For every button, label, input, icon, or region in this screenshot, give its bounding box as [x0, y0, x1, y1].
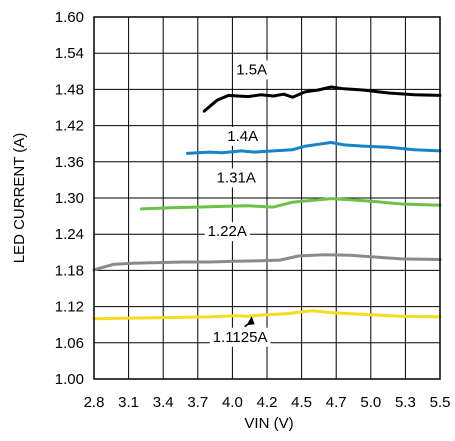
- annotation-1-5a: 1.5A: [236, 61, 267, 78]
- grid: [94, 17, 440, 379]
- series-line-1-5a: [202, 85, 442, 113]
- x-axis-label: VIN (V): [244, 415, 293, 432]
- series-lines: [92, 85, 442, 321]
- x-tick-label: 3.7: [187, 394, 208, 411]
- plot-frame: [93, 16, 441, 380]
- annotation-1-1125a: 1.1125A: [213, 329, 268, 346]
- y-tick-label: 1.30: [55, 190, 84, 207]
- x-tick-label: 4.7: [326, 394, 347, 411]
- x-tick-label: 5.5: [430, 394, 451, 411]
- x-tick-label: 3.4: [153, 394, 174, 411]
- x-tick-label: 4.0: [222, 394, 243, 411]
- x-tick-label: 4.5: [291, 394, 312, 411]
- annotation-1-22a: 1.22A: [208, 223, 247, 240]
- series-line-1-31a: [139, 197, 442, 211]
- x-tick-label: 5.0: [360, 394, 381, 411]
- annotation-background: [233, 60, 271, 80]
- annotation-1-4a: 1.4A: [227, 128, 258, 145]
- series-line-1-1125a: [92, 309, 442, 321]
- annotation-background: [204, 222, 250, 242]
- x-tick-label: 4.2: [257, 394, 278, 411]
- y-tick-label: 1.12: [55, 299, 84, 316]
- y-tick-label: 1.36: [55, 154, 84, 171]
- y-tick-labels: 1.00 1.06 1.12 1.18 1.24 1.30 1.36 1.42 1.48 1.54…: [55, 9, 84, 388]
- y-axis-label: LED CURRENT (A): [11, 133, 28, 264]
- y-tick-label: 1.54: [55, 45, 84, 62]
- x-tick-label: 2.8: [84, 394, 105, 411]
- annotations: 1.5A 1.4A 1.31A 1.22A 1.1125A: [204, 60, 271, 347]
- annotation-background: [209, 327, 271, 347]
- y-tick-label: 1.06: [55, 335, 84, 352]
- annotation-arrowhead: [246, 316, 255, 326]
- annotation-1-31a: 1.31A: [217, 169, 256, 186]
- y-tick-label: 1.00: [55, 371, 84, 388]
- annotation-background: [213, 168, 259, 188]
- x-tick-label: 3.1: [118, 394, 139, 411]
- series-line-1-22a: [92, 253, 442, 272]
- y-tick-label: 1.60: [55, 9, 84, 26]
- y-tick-label: 1.42: [55, 118, 84, 135]
- y-tick-label: 1.24: [55, 226, 84, 243]
- annotation-background: [224, 126, 262, 146]
- series-line-1-4a: [186, 141, 442, 155]
- y-tick-label: 1.48: [55, 81, 84, 98]
- x-tick-labels: 2.8 3.1 3.4 3.7 4.0 4.2 4.5 4.7 5.0 5.3 5.5: [84, 394, 451, 411]
- y-tick-label: 1.18: [55, 262, 84, 279]
- x-tick-label: 5.3: [395, 394, 416, 411]
